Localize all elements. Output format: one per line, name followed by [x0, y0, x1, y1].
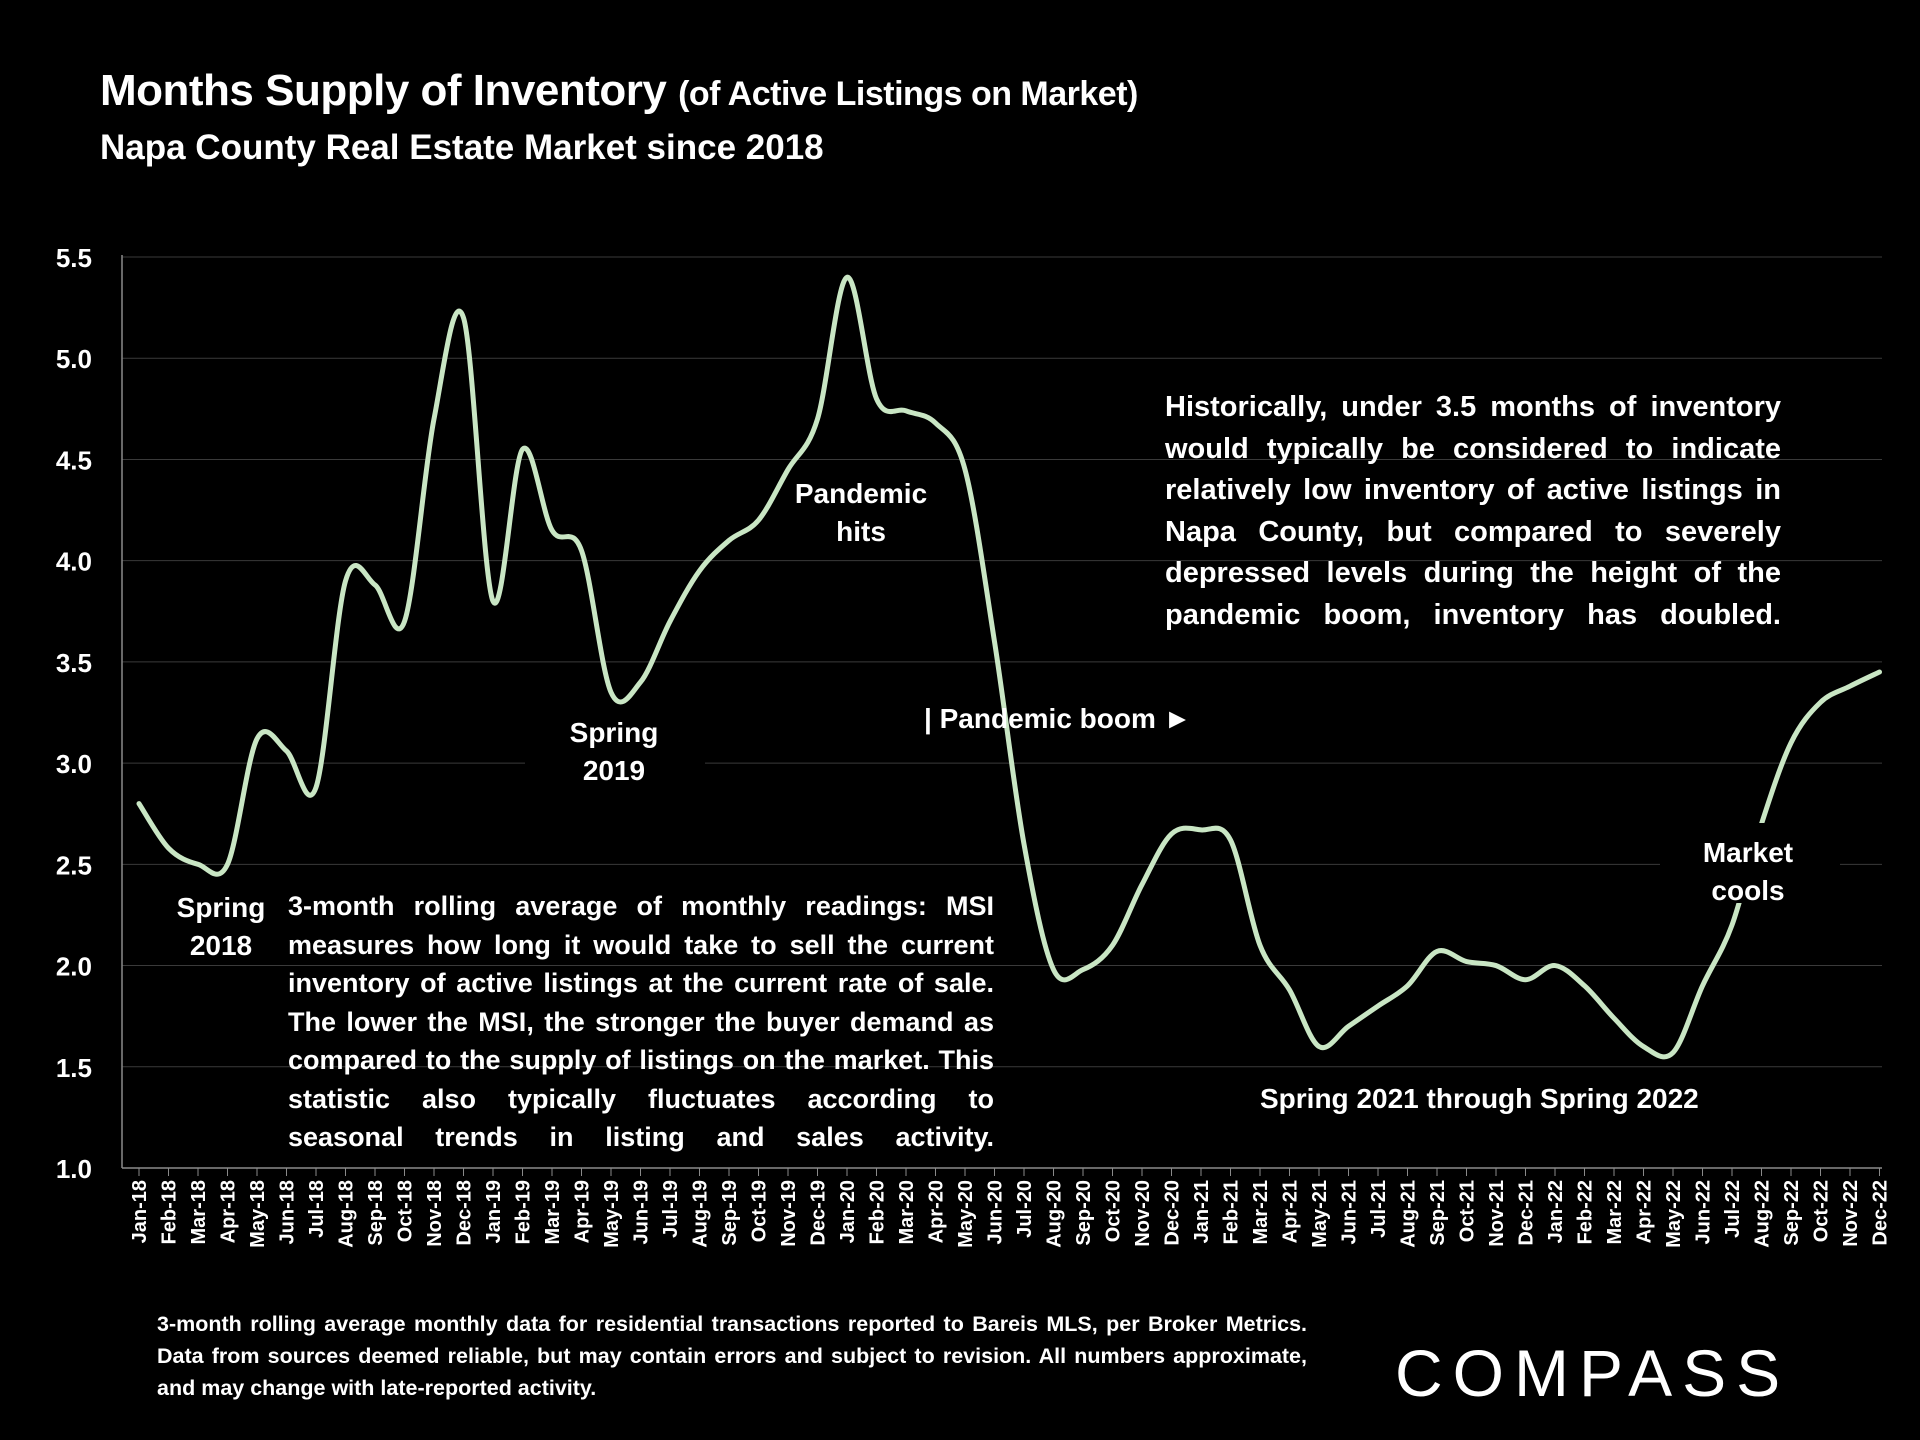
x-tick-label: May-20 — [955, 1180, 977, 1248]
x-tick-label: Nov-18 — [424, 1180, 446, 1247]
x-tick-label: Dec-19 — [808, 1180, 830, 1246]
spring-2019-label-line-2: 2019 — [583, 755, 645, 786]
y-tick-label: 2.0 — [56, 952, 92, 982]
x-tick-label: Feb-22 — [1575, 1180, 1597, 1244]
spring-2018-label-line-2: 2018 — [190, 930, 252, 961]
x-tick-label: Jan-20 — [837, 1180, 859, 1243]
x-tick-label: Sep-22 — [1781, 1180, 1803, 1246]
title-paren: (of Active Listings on Market) — [678, 75, 1138, 113]
x-tick-label: Feb-20 — [867, 1180, 889, 1244]
x-tick-label: Jun-18 — [277, 1180, 299, 1244]
x-tick-label: Nov-20 — [1132, 1180, 1154, 1247]
x-tick-label: Jul-20 — [1014, 1180, 1036, 1238]
x-tick-label: Dec-18 — [454, 1180, 476, 1246]
market-cools-label-line-1: Market — [1703, 837, 1793, 868]
x-tick-label: Jan-21 — [1191, 1180, 1213, 1243]
x-tick-label: Jan-18 — [129, 1180, 151, 1243]
x-tick-label: Sep-19 — [719, 1180, 741, 1246]
x-tick-label: Nov-21 — [1486, 1180, 1508, 1247]
x-tick-label: Nov-19 — [778, 1180, 800, 1247]
x-tick-label: Aug-20 — [1044, 1180, 1066, 1248]
x-tick-label: Apr-22 — [1634, 1180, 1656, 1243]
pandemic-hits-label-line-1: Pandemic — [795, 478, 927, 509]
x-tick-label: Feb-21 — [1221, 1180, 1243, 1244]
x-tick-label: Aug-18 — [336, 1180, 358, 1248]
spring-2018-label-line-1: Spring — [177, 892, 266, 923]
y-tick-label: 4.5 — [56, 445, 92, 475]
title-main: Months Supply of Inventory — [100, 66, 667, 115]
x-tick-label: Jun-22 — [1693, 1180, 1715, 1244]
x-tick-label: Jun-21 — [1339, 1180, 1361, 1244]
series-line — [136, 274, 1882, 1060]
x-tick-label: Dec-20 — [1162, 1180, 1184, 1246]
x-tick-label: Jan-19 — [483, 1180, 505, 1243]
chart-annotations: Spring 2018 Spring 2019 Pandemic hits Market co… — [177, 478, 1840, 961]
y-tick-label: 3.5 — [56, 648, 92, 678]
compass-logo: COMPASS — [1395, 1336, 1791, 1410]
series-group — [136, 274, 1882, 1060]
historical-note: Historically, under 3.5 months of invent… — [1165, 391, 1781, 631]
x-tick-label: Jul-22 — [1722, 1180, 1744, 1238]
x-tick-label: Jul-19 — [660, 1180, 682, 1238]
x-tick-label: Oct-21 — [1457, 1180, 1479, 1242]
x-tick-label: Aug-19 — [690, 1180, 712, 1248]
x-tick-label: Oct-20 — [1103, 1180, 1125, 1242]
x-tick-label: Apr-20 — [926, 1180, 948, 1243]
x-tick-label: Aug-22 — [1752, 1180, 1774, 1248]
market-cools-label-line-2: cools — [1711, 875, 1784, 906]
x-tick-label: Feb-19 — [513, 1180, 535, 1244]
x-tick-label: Mar-20 — [896, 1180, 918, 1244]
x-tick-label: Dec-22 — [1870, 1180, 1892, 1246]
x-tick-label: Apr-21 — [1280, 1180, 1302, 1243]
x-tick-label: Mar-22 — [1604, 1180, 1626, 1244]
x-tick-label: Mar-19 — [542, 1180, 564, 1244]
x-tick-label: Aug-21 — [1398, 1180, 1420, 1248]
x-tick-label: Jul-21 — [1368, 1180, 1390, 1238]
x-tick-label: Sep-18 — [365, 1180, 387, 1246]
spring-2019-label-background — [525, 712, 705, 792]
spring-2021-label: Spring 2021 through Spring 2022 — [1260, 1083, 1699, 1114]
y-tick-label: 2.5 — [56, 850, 92, 880]
pandemic-boom-label: | Pandemic boom ► — [924, 703, 1192, 734]
x-tick-label: Mar-21 — [1250, 1180, 1272, 1244]
x-tick-label: Mar-18 — [188, 1180, 210, 1244]
x-tick-label: Nov-22 — [1840, 1180, 1862, 1247]
x-tick-label: May-19 — [601, 1180, 623, 1248]
x-tick-label: Jul-18 — [306, 1180, 328, 1238]
y-tick-label: 1.5 — [56, 1053, 92, 1083]
axes — [121, 255, 1882, 1176]
market-cools-label-background — [1660, 823, 1840, 903]
x-tick-label: Oct-18 — [395, 1180, 417, 1242]
y-tick-label: 1.0 — [56, 1154, 92, 1184]
y-tick-label: 4.0 — [56, 547, 92, 577]
x-tick-label: Feb-18 — [159, 1180, 181, 1244]
x-tick-label: May-22 — [1663, 1180, 1685, 1248]
x-tick-label: May-21 — [1309, 1180, 1331, 1248]
x-tick-label: Jun-19 — [631, 1180, 653, 1244]
y-tick-label: 3.0 — [56, 749, 92, 779]
x-tick-label: Dec-21 — [1516, 1180, 1538, 1246]
msi-explanation-note: 3-month rolling average of monthly readi… — [288, 891, 994, 1152]
y-tick-labels: 1.0 1.5 2.0 2.5 3.0 3.5 4.0 4.5 5.0 5.5 — [56, 243, 92, 1184]
x-tick-label: May-18 — [247, 1180, 269, 1248]
y-tick-label: 5.5 — [56, 243, 92, 273]
x-tick-label: Apr-19 — [572, 1180, 594, 1243]
chart-title: Months Supply of Inventory (of Active Li… — [100, 66, 1138, 116]
x-tick-label: Oct-22 — [1811, 1180, 1833, 1242]
x-tick-label: Jan-22 — [1545, 1180, 1567, 1243]
chart-subtitle: Napa County Real Estate Market since 201… — [100, 128, 824, 167]
source-footnote: 3-month rolling average monthly data for… — [157, 1312, 1307, 1400]
spring-2019-label-line-1: Spring — [570, 717, 659, 748]
x-tick-label: Sep-20 — [1073, 1180, 1095, 1246]
x-tick-labels: Jan-18 Feb-18 Mar-18 Apr-18 May-18 Jun-18 Jul-… — [129, 1180, 1892, 1248]
x-tick-label: Apr-18 — [218, 1180, 240, 1243]
x-tick-label: Oct-19 — [749, 1180, 771, 1242]
y-tick-label: 5.0 — [56, 344, 92, 374]
pandemic-hits-label-line-2: hits — [836, 516, 886, 547]
x-tick-label: Jun-20 — [985, 1180, 1007, 1244]
x-tick-label: Sep-21 — [1427, 1180, 1449, 1246]
